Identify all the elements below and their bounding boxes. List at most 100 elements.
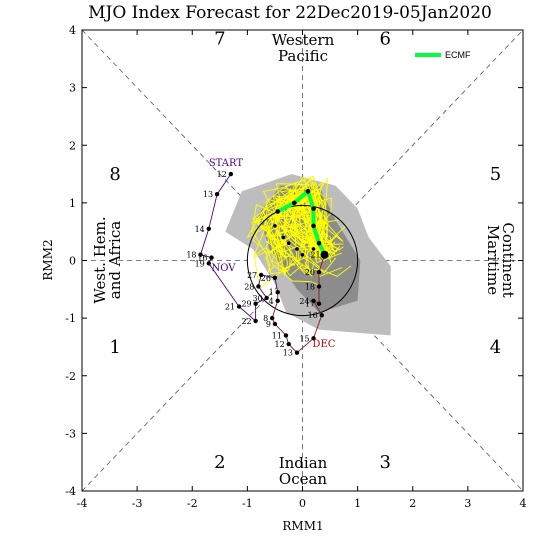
observed-day-label: 27 <box>247 271 257 280</box>
month-label-nov: NOV <box>212 263 237 274</box>
y-axis-label: RMM2 <box>41 239 55 280</box>
observed-point <box>206 261 211 266</box>
x-tick-label: -2 <box>187 497 198 510</box>
region-right-line2: Continent <box>499 222 517 297</box>
ensemble-mean-point <box>275 209 280 214</box>
x-tick-label: -4 <box>77 497 88 510</box>
region-labels: Western Pacific Indian Ocean West. Hem. … <box>91 31 517 488</box>
ensemble-mean-track <box>273 187 329 259</box>
phase-number-2: 2 <box>214 452 225 473</box>
observed-day-label: 16 <box>197 254 207 263</box>
observed-day-label: 14 <box>195 225 205 234</box>
observed-point <box>258 272 264 278</box>
x-tick-label: 0 <box>299 497 306 510</box>
observed-day-label: 9 <box>266 320 271 329</box>
observed-point <box>316 301 322 306</box>
y-tick-label: -3 <box>65 427 76 440</box>
observed-point <box>256 284 261 289</box>
observed-day-label: 11 <box>272 331 282 340</box>
phase-number-4: 4 <box>490 337 501 358</box>
ensemble-member-line <box>251 198 332 272</box>
ensemble-member-line <box>262 175 329 257</box>
observed-point <box>311 336 316 341</box>
observed-day-label: 19 <box>195 259 205 268</box>
observed-day-label: 28 <box>244 282 254 291</box>
x-tick-label: 2 <box>409 497 416 510</box>
observed-point <box>214 192 220 197</box>
observed-day-label: 13 <box>203 190 213 199</box>
unit-circle <box>246 204 359 317</box>
ensemble-mean-point <box>311 206 316 211</box>
ensemble-member-line <box>270 206 334 286</box>
observed-day-label: 26 <box>261 274 271 283</box>
x-tick-label: 1 <box>354 497 361 510</box>
forecast-start-point <box>320 250 329 259</box>
y-tick-label: -2 <box>65 370 76 383</box>
phase-number-3: 3 <box>379 452 390 473</box>
region-left-line1: West. Hem. <box>91 216 109 303</box>
x-tick-label: 3 <box>464 497 471 510</box>
phase-number-8: 8 <box>109 164 120 185</box>
region-top-line1: Western <box>272 31 335 49</box>
ensemble-mean-point <box>305 189 311 194</box>
observed-point <box>286 341 291 347</box>
ensemble-extension-point <box>295 247 299 251</box>
y-tick-label: 0 <box>69 255 76 268</box>
phase-number-6: 6 <box>379 29 390 50</box>
region-bottom-line2: Ocean <box>279 470 328 488</box>
ensemble-member-line <box>252 177 324 259</box>
observed-day-label: 15 <box>299 334 309 343</box>
region-left-line2: and Africa <box>106 221 124 299</box>
observed-day-label: 13 <box>283 349 293 358</box>
ensemble-member-line <box>284 189 336 255</box>
observed-day-label: 4 <box>269 297 274 306</box>
ensemble-mean-point <box>316 240 322 246</box>
x-axis-label: RMM1 <box>282 519 323 533</box>
observed-point <box>272 275 278 280</box>
y-tick-label: 4 <box>69 24 76 37</box>
observed-day-label: 12 <box>217 170 227 179</box>
ensemble-member-line <box>274 197 344 256</box>
observed-point <box>294 350 300 355</box>
y-tick-label: 2 <box>69 139 76 152</box>
observed-point <box>319 313 324 318</box>
ensemble-member-line <box>267 198 330 272</box>
ensemble-extension-point <box>281 235 286 240</box>
chart-title: MJO Index Forecast for 22Dec2019-05Jan20… <box>88 3 492 23</box>
month-label-dec: DEC <box>312 339 335 350</box>
observed-point <box>275 298 280 304</box>
legend: ECMF <box>415 50 471 60</box>
observed-point <box>209 255 214 260</box>
region-right-line1: Maritime <box>484 225 502 295</box>
observed-day-label: 17 <box>305 300 315 309</box>
observed-point <box>316 284 322 289</box>
observed-point <box>283 333 289 338</box>
ensemble-extension-point <box>300 252 305 257</box>
observed-day-label: 30 <box>252 294 262 303</box>
observed-day-label: 16 <box>308 311 318 320</box>
observed-day-label: 21 <box>225 303 235 312</box>
x-tick-label: -1 <box>242 497 253 510</box>
observed-point <box>311 298 316 304</box>
ensemble-extension-point <box>273 224 277 228</box>
observed-point <box>228 171 234 177</box>
observed-day-label: 29 <box>241 300 251 309</box>
y-tick-label: -1 <box>65 312 76 325</box>
phase-number-7: 7 <box>214 29 225 50</box>
observed-point <box>198 252 203 257</box>
observed-day-label: 8 <box>263 314 268 323</box>
observed-day-label: 12 <box>275 340 285 349</box>
x-tick-label: -3 <box>132 497 143 510</box>
y-tick-label: 3 <box>69 82 76 95</box>
legend-label-ecmf: ECMF <box>445 50 471 60</box>
observed-point <box>275 289 280 295</box>
y-tick-label: -4 <box>65 485 76 498</box>
observed-point <box>253 301 258 306</box>
observed-day-label: 22 <box>241 317 251 326</box>
observed-day-label: 1 <box>269 288 274 297</box>
ensemble-extension-point <box>286 241 291 246</box>
